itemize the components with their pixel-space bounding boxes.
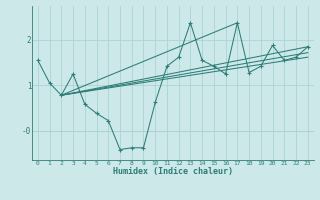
X-axis label: Humidex (Indice chaleur): Humidex (Indice chaleur) [113,167,233,176]
